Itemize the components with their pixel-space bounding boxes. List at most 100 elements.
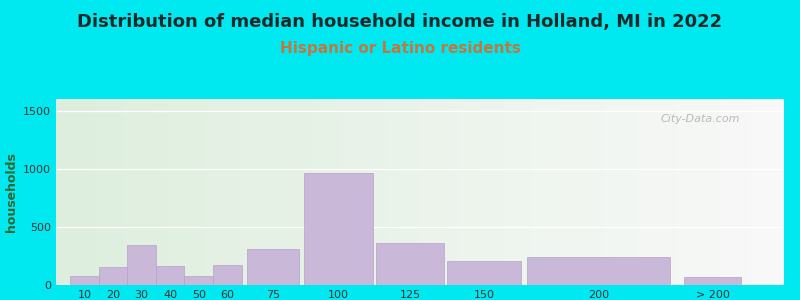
Bar [706,99,711,285]
Bar [561,99,566,285]
Bar [624,99,629,285]
Bar [162,99,168,285]
Bar [95,99,100,285]
Bar [779,99,784,285]
Bar [629,99,634,285]
Bar [590,99,594,285]
Bar [333,99,338,285]
Bar [105,99,110,285]
Bar [546,99,551,285]
Bar [575,99,580,285]
Bar [682,99,687,285]
Bar [357,99,362,285]
Bar [304,173,373,285]
Bar [697,99,702,285]
Bar [61,99,66,285]
Bar [425,99,430,285]
Bar [138,99,143,285]
Bar [241,99,246,285]
Bar [289,99,294,285]
Bar [662,99,667,285]
Bar [526,99,532,285]
Bar [371,99,376,285]
Bar [760,99,765,285]
Bar [653,99,658,285]
Bar [284,99,289,285]
Text: Distribution of median household income in Holland, MI in 2022: Distribution of median household income … [78,14,722,32]
Bar [745,99,750,285]
Bar [185,276,213,285]
Bar [401,99,406,285]
Bar [158,99,162,285]
Bar [202,99,206,285]
Bar [114,99,119,285]
Bar [430,99,434,285]
Bar [474,99,478,285]
Bar [449,99,454,285]
Bar [250,99,255,285]
Bar [464,99,469,285]
Bar [187,99,192,285]
Bar [667,99,672,285]
Bar [226,99,230,285]
Bar [70,276,99,285]
Bar [711,99,716,285]
Text: Hispanic or Latino residents: Hispanic or Latino residents [279,40,521,56]
Bar [294,99,298,285]
Bar [235,99,241,285]
Bar [134,99,138,285]
Bar [420,99,425,285]
Bar [454,99,459,285]
Y-axis label: households: households [5,152,18,232]
Bar [338,99,342,285]
Bar [80,99,85,285]
Bar [153,99,158,285]
Bar [580,99,585,285]
Bar [483,99,488,285]
Bar [770,99,774,285]
Bar [447,261,522,285]
Bar [90,99,95,285]
Bar [658,99,662,285]
Bar [127,245,156,285]
Bar [532,99,537,285]
Bar [434,99,439,285]
Bar [740,99,745,285]
Bar [522,99,526,285]
Bar [605,99,610,285]
Bar [173,99,178,285]
Bar [260,99,265,285]
Bar [498,99,502,285]
Bar [216,99,221,285]
Bar [537,99,542,285]
Bar [439,99,444,285]
Bar [99,267,127,285]
Bar [197,99,202,285]
Bar [692,99,697,285]
Bar [182,99,187,285]
Bar [493,99,498,285]
Bar [265,99,270,285]
Bar [298,99,303,285]
Bar [386,99,391,285]
Bar [469,99,474,285]
Bar [585,99,590,285]
Bar [619,99,624,285]
Bar [119,99,124,285]
Bar [678,99,682,285]
Bar [246,99,250,285]
Bar [551,99,556,285]
Bar [192,99,197,285]
Bar [765,99,770,285]
Bar [66,99,70,285]
Bar [610,99,614,285]
Bar [638,99,643,285]
Bar [376,243,444,285]
Bar [362,99,366,285]
Bar [594,99,599,285]
Bar [211,99,216,285]
Bar [347,99,352,285]
Bar [648,99,653,285]
Bar [308,99,314,285]
Bar [721,99,726,285]
